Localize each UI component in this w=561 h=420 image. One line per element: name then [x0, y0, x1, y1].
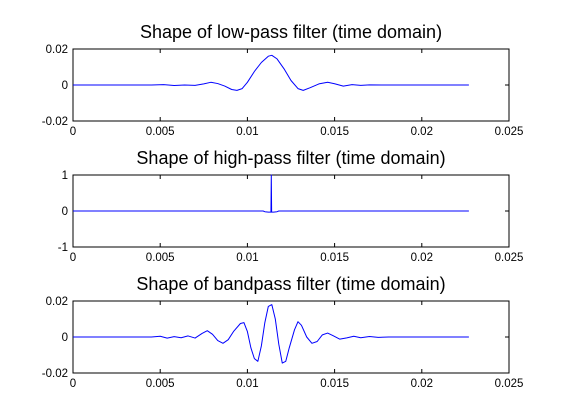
- x-tick-label: 0.005: [146, 378, 175, 390]
- series-line: [73, 304, 469, 364]
- y-tick-label: 0: [62, 80, 68, 92]
- x-tick-label: 0.01: [236, 252, 258, 264]
- y-tick-label: 1: [62, 170, 68, 182]
- x-tick-label: 0: [70, 126, 76, 138]
- x-tick-label: 0.02: [411, 252, 433, 264]
- x-tick-label: 0.015: [320, 126, 349, 138]
- x-tick-label: 0.01: [236, 126, 258, 138]
- chart-title: Shape of high-pass filter (time domain): [136, 148, 445, 168]
- x-tick-label: 0.01: [236, 378, 258, 390]
- x-tick-label: 0.015: [320, 252, 349, 264]
- y-tick-label: 0: [62, 332, 68, 344]
- subplot-3: Shape of bandpass filter (time domain) 0 0…: [42, 274, 524, 390]
- x-tick-label: 0.015: [320, 378, 349, 390]
- y-tick-label: -0.02: [42, 116, 68, 128]
- x-tick-label: 0.025: [495, 126, 524, 138]
- chart-title: Shape of low-pass filter (time domain): [140, 22, 442, 42]
- x-tick-label: 0: [70, 252, 76, 264]
- y-tick-label: 0.02: [46, 296, 68, 308]
- x-tick-label: 0: [70, 378, 76, 390]
- y-tick-label: 0: [62, 206, 68, 218]
- x-tick-label: 0.02: [411, 126, 433, 138]
- y-tick-label: 0.02: [46, 44, 68, 56]
- chart-title: Shape of bandpass filter (time domain): [136, 274, 445, 294]
- y-tick-label: -1: [58, 242, 68, 254]
- series-line: [73, 174, 469, 213]
- x-tick-label: 0.02: [411, 378, 433, 390]
- subplot-1: Shape of low-pass filter (time domain) 0 0…: [42, 22, 524, 138]
- subplot-2: Shape of high-pass filter (time domain) 0…: [58, 148, 524, 264]
- series-line: [73, 54, 469, 91]
- y-tick-label: -0.02: [42, 368, 68, 380]
- x-tick-label: 0.025: [495, 378, 524, 390]
- x-tick-label: 0.005: [146, 126, 175, 138]
- x-tick-label: 0.005: [146, 252, 175, 264]
- x-tick-label: 0.025: [495, 252, 524, 264]
